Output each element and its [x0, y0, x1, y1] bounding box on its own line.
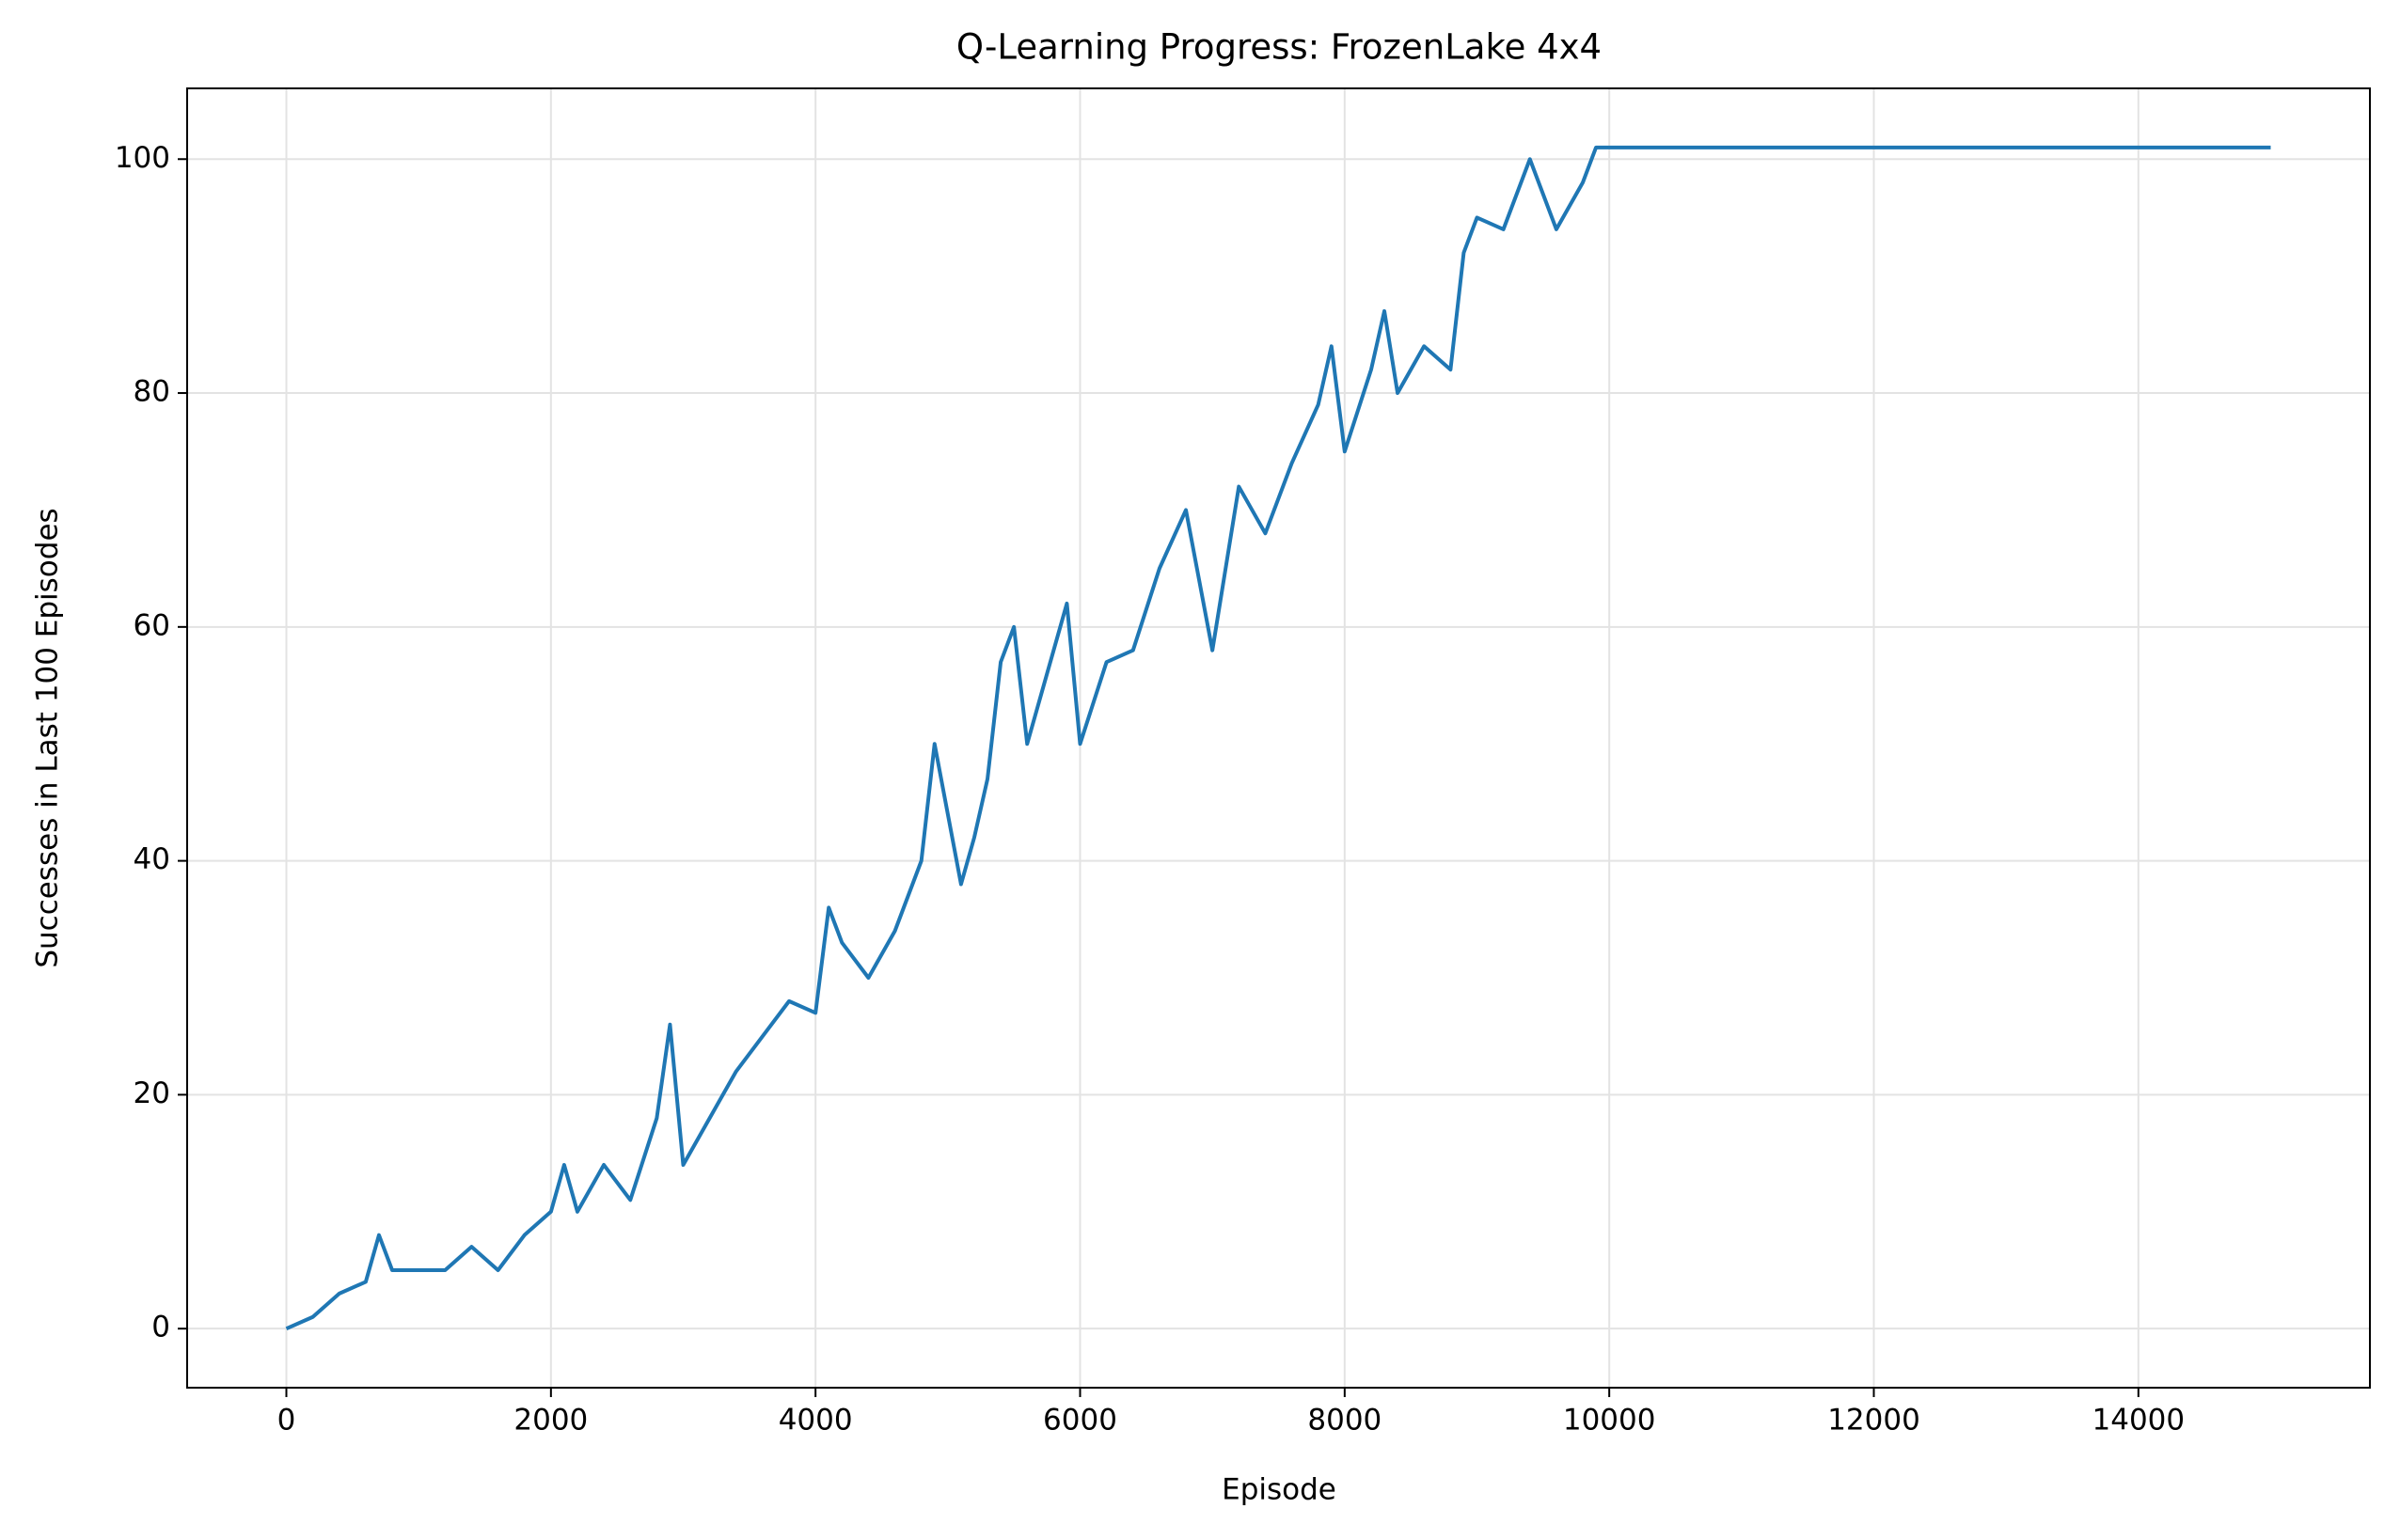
y-tick-label: 0 — [151, 1311, 170, 1344]
x-tick-label: 12000 — [1827, 1404, 1920, 1438]
y-tick-label: 20 — [134, 1076, 170, 1110]
y-axis-label: Successes in Last 100 Episodes — [31, 508, 65, 967]
y-tick-label: 60 — [134, 608, 170, 642]
y-tick-label: 40 — [134, 842, 170, 876]
x-tick-label: 0 — [277, 1404, 296, 1438]
x-tick-label: 10000 — [1563, 1404, 1656, 1438]
x-tick-label: 8000 — [1307, 1404, 1382, 1438]
y-tick-label: 80 — [134, 375, 170, 409]
x-tick-label: 6000 — [1043, 1404, 1117, 1438]
x-tick-label: 4000 — [779, 1404, 853, 1438]
line-series — [285, 145, 2271, 1331]
x-axis-label: Episode — [1222, 1473, 1336, 1507]
plot-frame — [186, 87, 2371, 1389]
x-tick-label: 2000 — [513, 1404, 588, 1438]
chart-title: Q-Learning Progress: FrozenLake 4x4 — [956, 27, 1602, 68]
x-tick-label: 14000 — [2092, 1404, 2186, 1438]
y-tick-label: 100 — [115, 141, 170, 175]
